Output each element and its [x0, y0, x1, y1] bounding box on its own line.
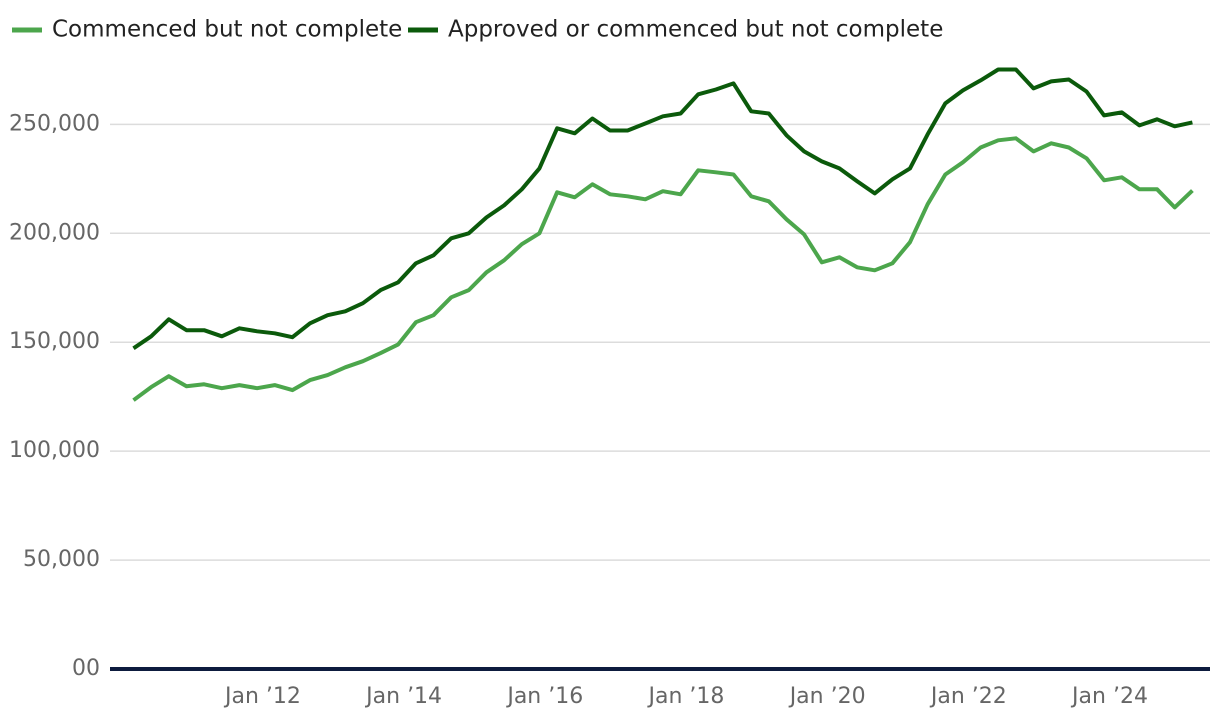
series-line	[132, 67, 1193, 350]
y-tick-label: 50,000	[23, 547, 100, 572]
x-tick-label: Jan ’12	[223, 684, 301, 709]
y-tick-label: 250,000	[9, 111, 100, 136]
x-tick-label: Jan ’14	[364, 684, 442, 709]
x-tick-label: Jan ’20	[788, 684, 866, 709]
series-line	[132, 136, 1194, 402]
y-tick-label: 100,000	[9, 438, 100, 463]
x-tick-label: Jan ’22	[929, 684, 1007, 709]
y-tick-label: 150,000	[9, 329, 100, 354]
legend-label: Approved or commenced but not complete	[448, 17, 943, 43]
x-tick-label: Jan ’16	[505, 684, 583, 709]
y-tick-label: 00	[72, 656, 100, 681]
legend-label: Commenced but not complete	[52, 17, 402, 43]
x-tick-label: Jan ’24	[1070, 684, 1148, 709]
x-tick-label: Jan ’18	[647, 684, 725, 709]
y-tick-label: 200,000	[9, 220, 100, 245]
